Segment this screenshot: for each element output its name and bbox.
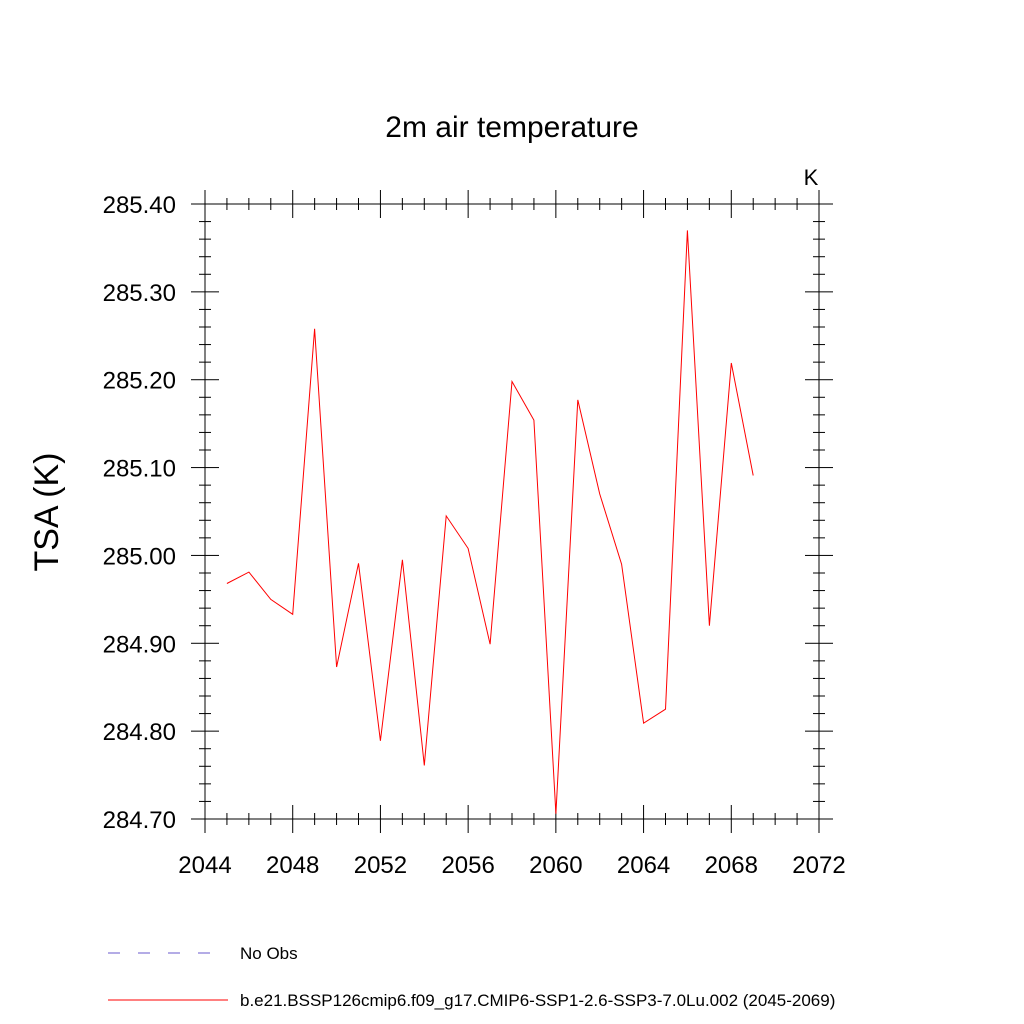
- x-tick-label: 2056: [441, 852, 494, 879]
- units-label: K: [804, 165, 819, 190]
- legend: No Obs b.e21.BSSP126cmip6.f09_g17.CMIP6-…: [108, 944, 835, 1010]
- y-tick-label: 284.70: [103, 807, 176, 834]
- y-axis-label: TSA (K): [28, 452, 66, 571]
- axis-tick-labels: 2044 2048 2052 2056 2060 2064 2068 2072 284.70 28…: [103, 192, 846, 879]
- x-tick-label: 2044: [178, 852, 231, 879]
- x-tick-label: 2048: [266, 852, 319, 879]
- y-tick-label: 284.90: [103, 631, 176, 658]
- y-tick-label: 285.10: [103, 456, 176, 483]
- legend-label-no-obs: No Obs: [240, 944, 298, 963]
- series-line: [226, 230, 754, 814]
- legend-label-model-run: b.e21.BSSP126cmip6.f09_g17.CMIP6-SSP1-2.…: [240, 991, 835, 1010]
- y-tick-label: 285.20: [103, 368, 176, 395]
- y-tick-label: 284.80: [103, 719, 176, 746]
- y-tick-label: 285.40: [103, 192, 176, 219]
- y-tick-label: 285.00: [103, 543, 176, 570]
- x-tick-label: 2052: [354, 852, 407, 879]
- x-tick-label: 2064: [617, 852, 670, 879]
- x-tick-label: 2060: [529, 852, 582, 879]
- axis-ticks: [191, 190, 833, 833]
- plot-frame: [204, 203, 820, 820]
- chart-title: 2m air temperature: [385, 111, 638, 144]
- x-tick-label: 2072: [792, 852, 845, 879]
- y-tick-label: 285.30: [103, 280, 176, 307]
- x-tick-label: 2068: [705, 852, 758, 879]
